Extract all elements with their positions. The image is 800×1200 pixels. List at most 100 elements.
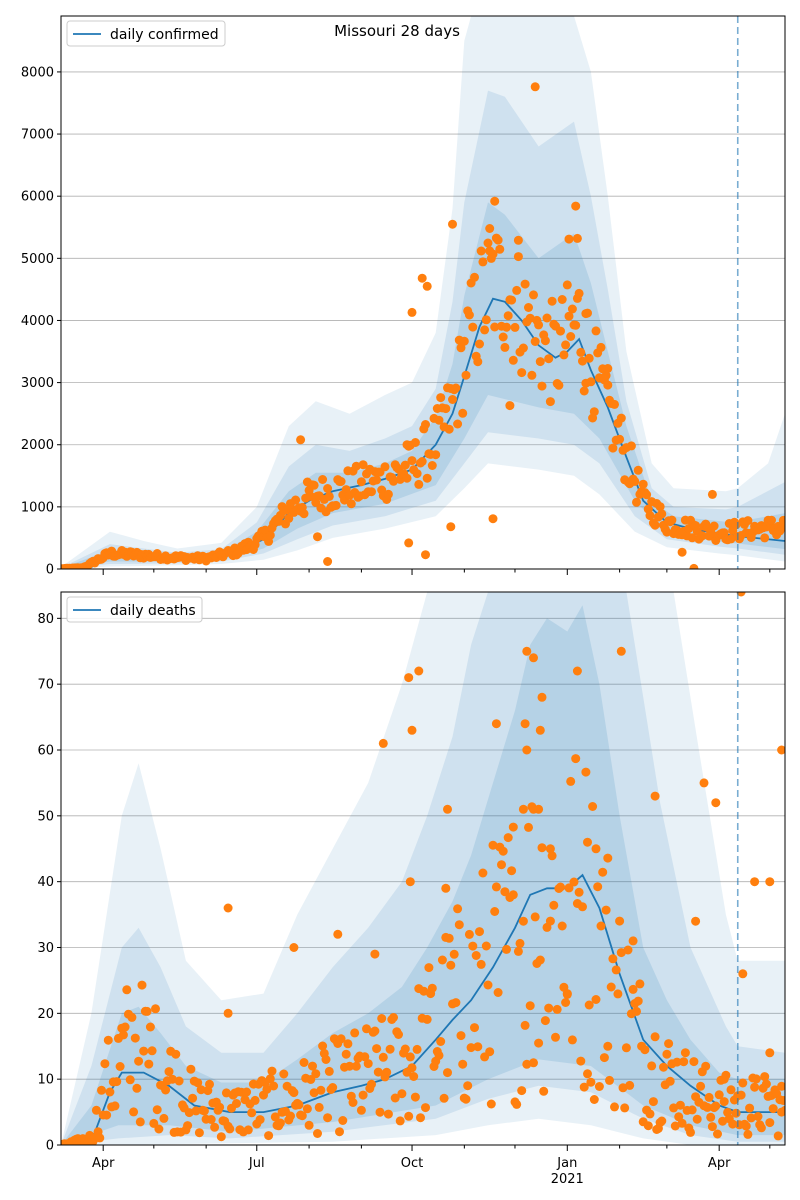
deaths-observed-point (586, 1077, 596, 1087)
deaths-observed-point (662, 1049, 672, 1059)
confirmed-observed-point (610, 399, 619, 409)
deaths-observed-point (265, 1074, 275, 1084)
deaths-observed-point (343, 1039, 353, 1049)
confirmed-observed-point (296, 435, 306, 445)
confirmed-observed-point (677, 547, 687, 557)
deaths-observed-point (583, 837, 592, 847)
deaths-y-tick-label: 70 (37, 678, 54, 693)
confirmed-axes-frame (60, 15, 786, 570)
confirmed-observed-point (422, 281, 432, 291)
deaths-observed-point (535, 725, 545, 735)
deaths-y-tick-label: 60 (37, 744, 54, 759)
confirmed-observed-point (778, 515, 785, 525)
deaths-observed-point (680, 1048, 690, 1058)
deaths-observed-point (225, 1124, 235, 1134)
deaths-observed-point (363, 1059, 373, 1069)
deaths-observed-point (318, 1041, 328, 1051)
deaths-observed-point (449, 949, 459, 959)
deaths-observed-point (711, 798, 721, 808)
deaths-observed-point (115, 1062, 125, 1071)
deaths-observed-point (664, 1039, 674, 1049)
deaths-observed-point (103, 1035, 113, 1045)
confirmed-observed-point (431, 450, 441, 460)
deaths-observed-point (513, 946, 523, 956)
deaths-observed-point (743, 1129, 753, 1139)
confirmed-observed-point (404, 538, 414, 548)
deaths-legend-box (66, 596, 203, 623)
confirmed-observed-point (459, 336, 469, 346)
confirmed-observed-point (475, 339, 484, 349)
confirmed-legend-label: daily confirmed (110, 27, 219, 43)
confirmed-observed-point (498, 332, 508, 342)
deaths-observed-point (289, 943, 299, 952)
deaths-observed-point (407, 725, 417, 735)
confirmed-observed-point (581, 309, 591, 319)
deaths-observed-point (470, 1023, 479, 1033)
deaths-observed-point (414, 666, 424, 676)
deaths-observed-point (302, 1104, 312, 1114)
confirmed-observed-point (485, 224, 495, 233)
confirmed-observed-point (412, 469, 422, 479)
confirmed-observed-point (502, 322, 511, 332)
deaths-observed-point (309, 1088, 319, 1098)
deaths-observed-point (152, 1105, 162, 1115)
confirmed-observed-point (657, 509, 667, 519)
deaths-observed-point (605, 1075, 614, 1085)
confirmed-observed-point (453, 419, 463, 429)
deaths-observed-point (362, 1024, 371, 1034)
confirmed-observed-point (760, 533, 770, 543)
deaths-observed-point (308, 1061, 317, 1071)
deaths-observed-point (491, 719, 501, 729)
confirmed-observed-point (545, 397, 555, 407)
deaths-observed-point (151, 1004, 160, 1014)
deaths-observed-point (316, 1085, 326, 1095)
deaths-observed-point (383, 1109, 393, 1119)
deaths-y-tick-label: 80 (37, 612, 54, 627)
deaths-observed-point (478, 868, 488, 878)
confirmed-observed-point (407, 456, 417, 466)
deaths-observed-point (122, 985, 132, 995)
confirmed-observed-point (529, 290, 538, 300)
deaths-observed-point (314, 1102, 324, 1112)
deaths-observed-point (603, 853, 613, 863)
deaths-observed-point (385, 1044, 395, 1054)
confirmed-observed-point (520, 279, 530, 289)
deaths-observed-point (596, 921, 606, 931)
confirmed-observed-point (313, 532, 322, 542)
confirmed-observed-point (318, 475, 328, 484)
deaths-observed-point (561, 998, 571, 1007)
deaths-observed-point (736, 1090, 746, 1100)
confirmed-legend: daily confirmed (66, 20, 226, 47)
deaths-observed-point (689, 1057, 699, 1067)
deaths-observed-point (696, 1081, 706, 1091)
confirmed-observed-point (542, 313, 552, 323)
deaths-observed-point (691, 916, 701, 926)
deaths-observed-point (603, 1041, 613, 1051)
confirmed-observed-point (707, 489, 717, 499)
deaths-observed-point (216, 1132, 226, 1142)
confirmed-observed-point (436, 393, 446, 403)
deaths-observed-point (522, 1059, 532, 1069)
deaths-observed-point (132, 1083, 142, 1093)
deaths-observed-point (378, 1052, 388, 1062)
confirmed-observed-point (490, 322, 500, 332)
deaths-model-line (61, 873, 785, 1145)
confirmed-observed-point (642, 490, 652, 500)
confirmed-observed-point (518, 343, 528, 353)
deaths-observed-point (174, 1076, 184, 1086)
deaths-observed-point (692, 1114, 702, 1124)
confirmed-observed-point (559, 350, 569, 360)
deaths-observed-point (350, 1028, 360, 1038)
deaths-observed-point (410, 1092, 420, 1102)
deaths-observed-point (704, 1092, 714, 1102)
deaths-observed-point (323, 1113, 333, 1123)
confirmed-observed-point (421, 550, 430, 560)
confirmed-observed-point (507, 295, 517, 305)
confirmed-observed-point (464, 310, 474, 320)
deaths-observed-point (321, 1055, 331, 1064)
deaths-observed-point (443, 804, 452, 814)
deaths-observed-point (679, 1057, 689, 1067)
deaths-observed-point (311, 1069, 321, 1079)
confirmed-observed-point (422, 473, 432, 483)
deaths-observed-point (540, 1016, 550, 1026)
